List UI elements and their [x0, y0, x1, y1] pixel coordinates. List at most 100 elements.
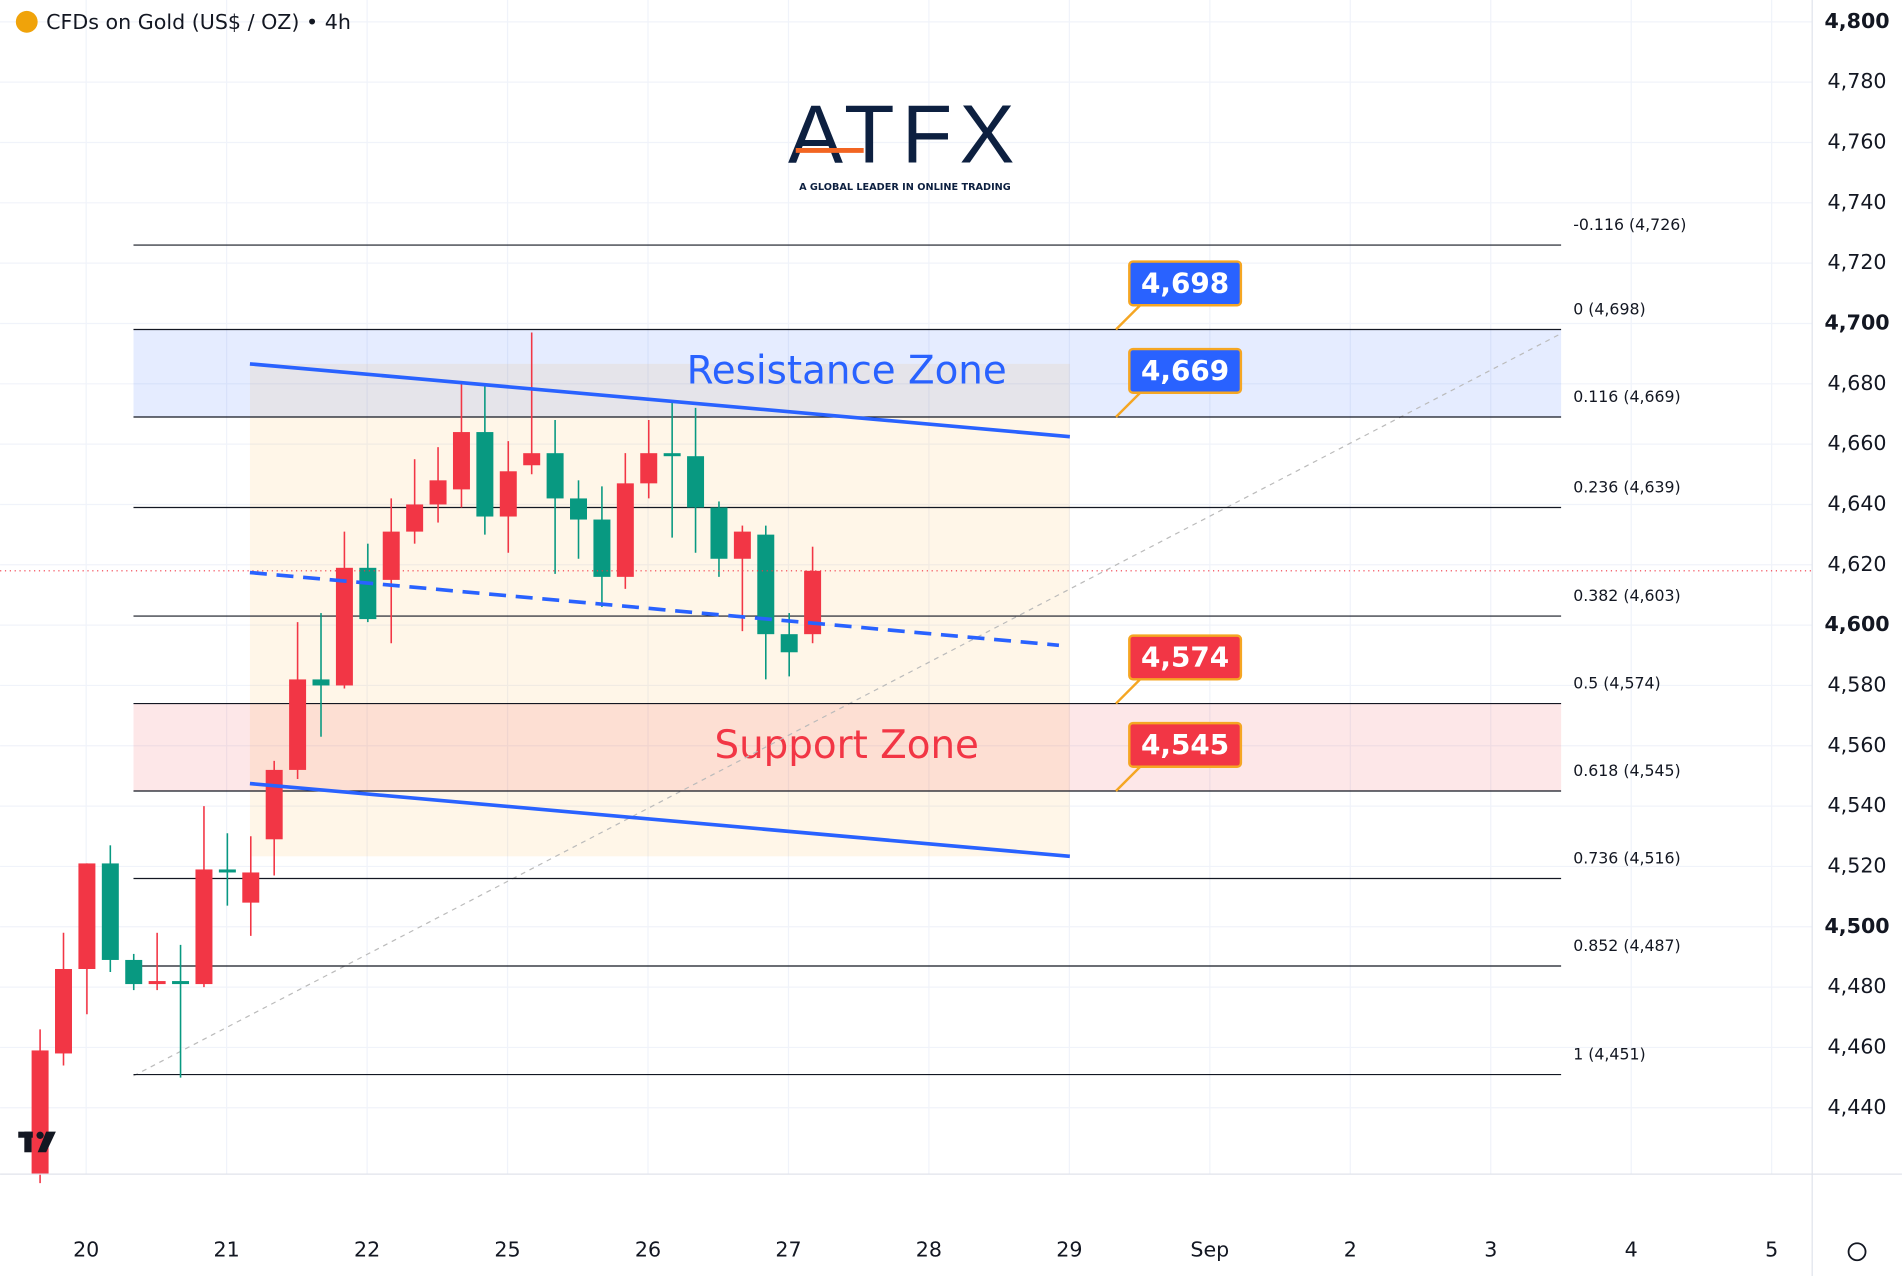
x-tick-label: 26 [635, 1238, 661, 1262]
candle-body [195, 869, 213, 985]
callout-label: 4,698 [1141, 267, 1229, 300]
symbol-icon [15, 10, 38, 33]
candle-body [452, 432, 470, 490]
candle-body [359, 567, 377, 620]
candle-body [499, 471, 517, 517]
candle-body [218, 869, 236, 873]
callout-box [1128, 347, 1243, 394]
x-tick-label: 20 [73, 1238, 99, 1262]
x-tick-label: 3 [1484, 1238, 1497, 1262]
candle-body [265, 769, 283, 840]
x-tick-label: 5 [1765, 1238, 1778, 1262]
fib-trend [133, 333, 1562, 1077]
x-tick-label: 2 [1344, 1238, 1357, 1262]
x-tick-label: 22 [354, 1238, 380, 1262]
candle-body [125, 959, 143, 985]
candle-body [289, 679, 307, 770]
y-tick-label: 4,560 [1828, 733, 1887, 757]
logo-tagline: A GLOBAL LEADER IN ONLINE TRADING [799, 182, 1011, 193]
fib-label: 0 (4,698) [1573, 300, 1645, 319]
callout-pointer [1115, 391, 1142, 418]
trendline-lower [249, 781, 1071, 859]
zone-label: Support Zone [714, 723, 978, 768]
y-tick-label: 4,440 [1828, 1095, 1887, 1119]
callout-label: 4,574 [1141, 641, 1229, 674]
y-tick-label: 4,460 [1828, 1034, 1887, 1058]
y-tick-label: 4,520 [1828, 853, 1887, 877]
fib-label: 0.382 (4,603) [1573, 586, 1680, 605]
candle-body [780, 634, 798, 653]
callout-box [1128, 260, 1243, 307]
callout-pointer [1115, 765, 1142, 792]
x-tick-label: 4 [1625, 1238, 1638, 1262]
x-tick-label: 21 [214, 1238, 240, 1262]
y-tick-label: 4,480 [1828, 974, 1887, 998]
y-tick-label: 4,680 [1828, 371, 1887, 395]
callout-pointer [1115, 304, 1142, 331]
logo: ATFX [788, 88, 1022, 180]
y-tick-label: 4,780 [1828, 69, 1887, 93]
chart-title: CFDs on Gold (US$ / OZ) • 4h [46, 10, 351, 34]
candle-body [687, 456, 705, 508]
fib-label: 0.736 (4,516) [1573, 849, 1680, 868]
y-tick-label: 4,500 [1824, 914, 1889, 938]
y-tick-label: 4,540 [1828, 793, 1887, 817]
fib-label: 0.852 (4,487) [1573, 936, 1680, 955]
x-tick-label: 28 [916, 1238, 942, 1262]
candle-body [55, 968, 72, 1054]
fib-label: -0.116 (4,726) [1573, 215, 1686, 234]
x-tick-label: Sep [1190, 1238, 1229, 1262]
callout-box [1128, 721, 1243, 768]
y-tick-label: 4,620 [1828, 552, 1887, 576]
x-tick-label: 29 [1056, 1238, 1082, 1262]
callout-label: 4,669 [1141, 354, 1229, 387]
callout-label: 4,545 [1141, 728, 1229, 761]
fib-label: 1 (4,451) [1573, 1045, 1645, 1064]
candle-body [312, 679, 330, 686]
candle-body [804, 570, 822, 635]
settings-icon[interactable] [1847, 1242, 1867, 1262]
trendline-mid [249, 570, 1060, 648]
fib-label: 0.236 (4,639) [1573, 478, 1680, 497]
candle-body [757, 534, 775, 635]
candle-body [148, 981, 166, 985]
candle-body [476, 432, 494, 517]
y-tick-label: 4,640 [1828, 491, 1887, 515]
candle-body [382, 531, 400, 580]
candle-body [733, 531, 751, 559]
x-tick-label: 27 [775, 1238, 801, 1262]
candle-body [523, 453, 541, 466]
y-tick-label: 4,580 [1828, 672, 1887, 696]
candle-body [31, 1050, 49, 1175]
candle-body [172, 981, 190, 985]
candle-body [335, 567, 353, 686]
candle-body [101, 863, 119, 960]
y-tick-label: 4,700 [1824, 310, 1889, 334]
candle-body [406, 504, 424, 532]
fib-label: 0.5 (4,574) [1573, 674, 1660, 693]
y-tick-label: 4,800 [1824, 9, 1889, 33]
callout-box [1128, 634, 1243, 681]
zone-label: Resistance Zone [687, 349, 1007, 394]
y-tick-label: 4,760 [1828, 129, 1887, 153]
candle-body [593, 519, 611, 577]
candle-body [78, 863, 96, 969]
candle-body [663, 453, 681, 457]
y-tick-label: 4,720 [1828, 250, 1887, 274]
y-tick-label: 4,660 [1828, 431, 1887, 455]
candle-body [570, 498, 588, 520]
candle-body [429, 480, 447, 505]
tv-logo [18, 1131, 56, 1153]
candle-body [242, 872, 260, 903]
callout-pointer [1115, 678, 1142, 705]
zone [133, 703, 1562, 792]
candle-body [616, 483, 634, 577]
candle-body [710, 507, 728, 559]
fib-label: 0.618 (4,545) [1573, 761, 1680, 780]
y-tick-label: 4,600 [1824, 612, 1889, 636]
candle-body [546, 453, 564, 499]
fib-label: 0.116 (4,669) [1573, 387, 1680, 406]
trendline-upper [249, 362, 1071, 439]
